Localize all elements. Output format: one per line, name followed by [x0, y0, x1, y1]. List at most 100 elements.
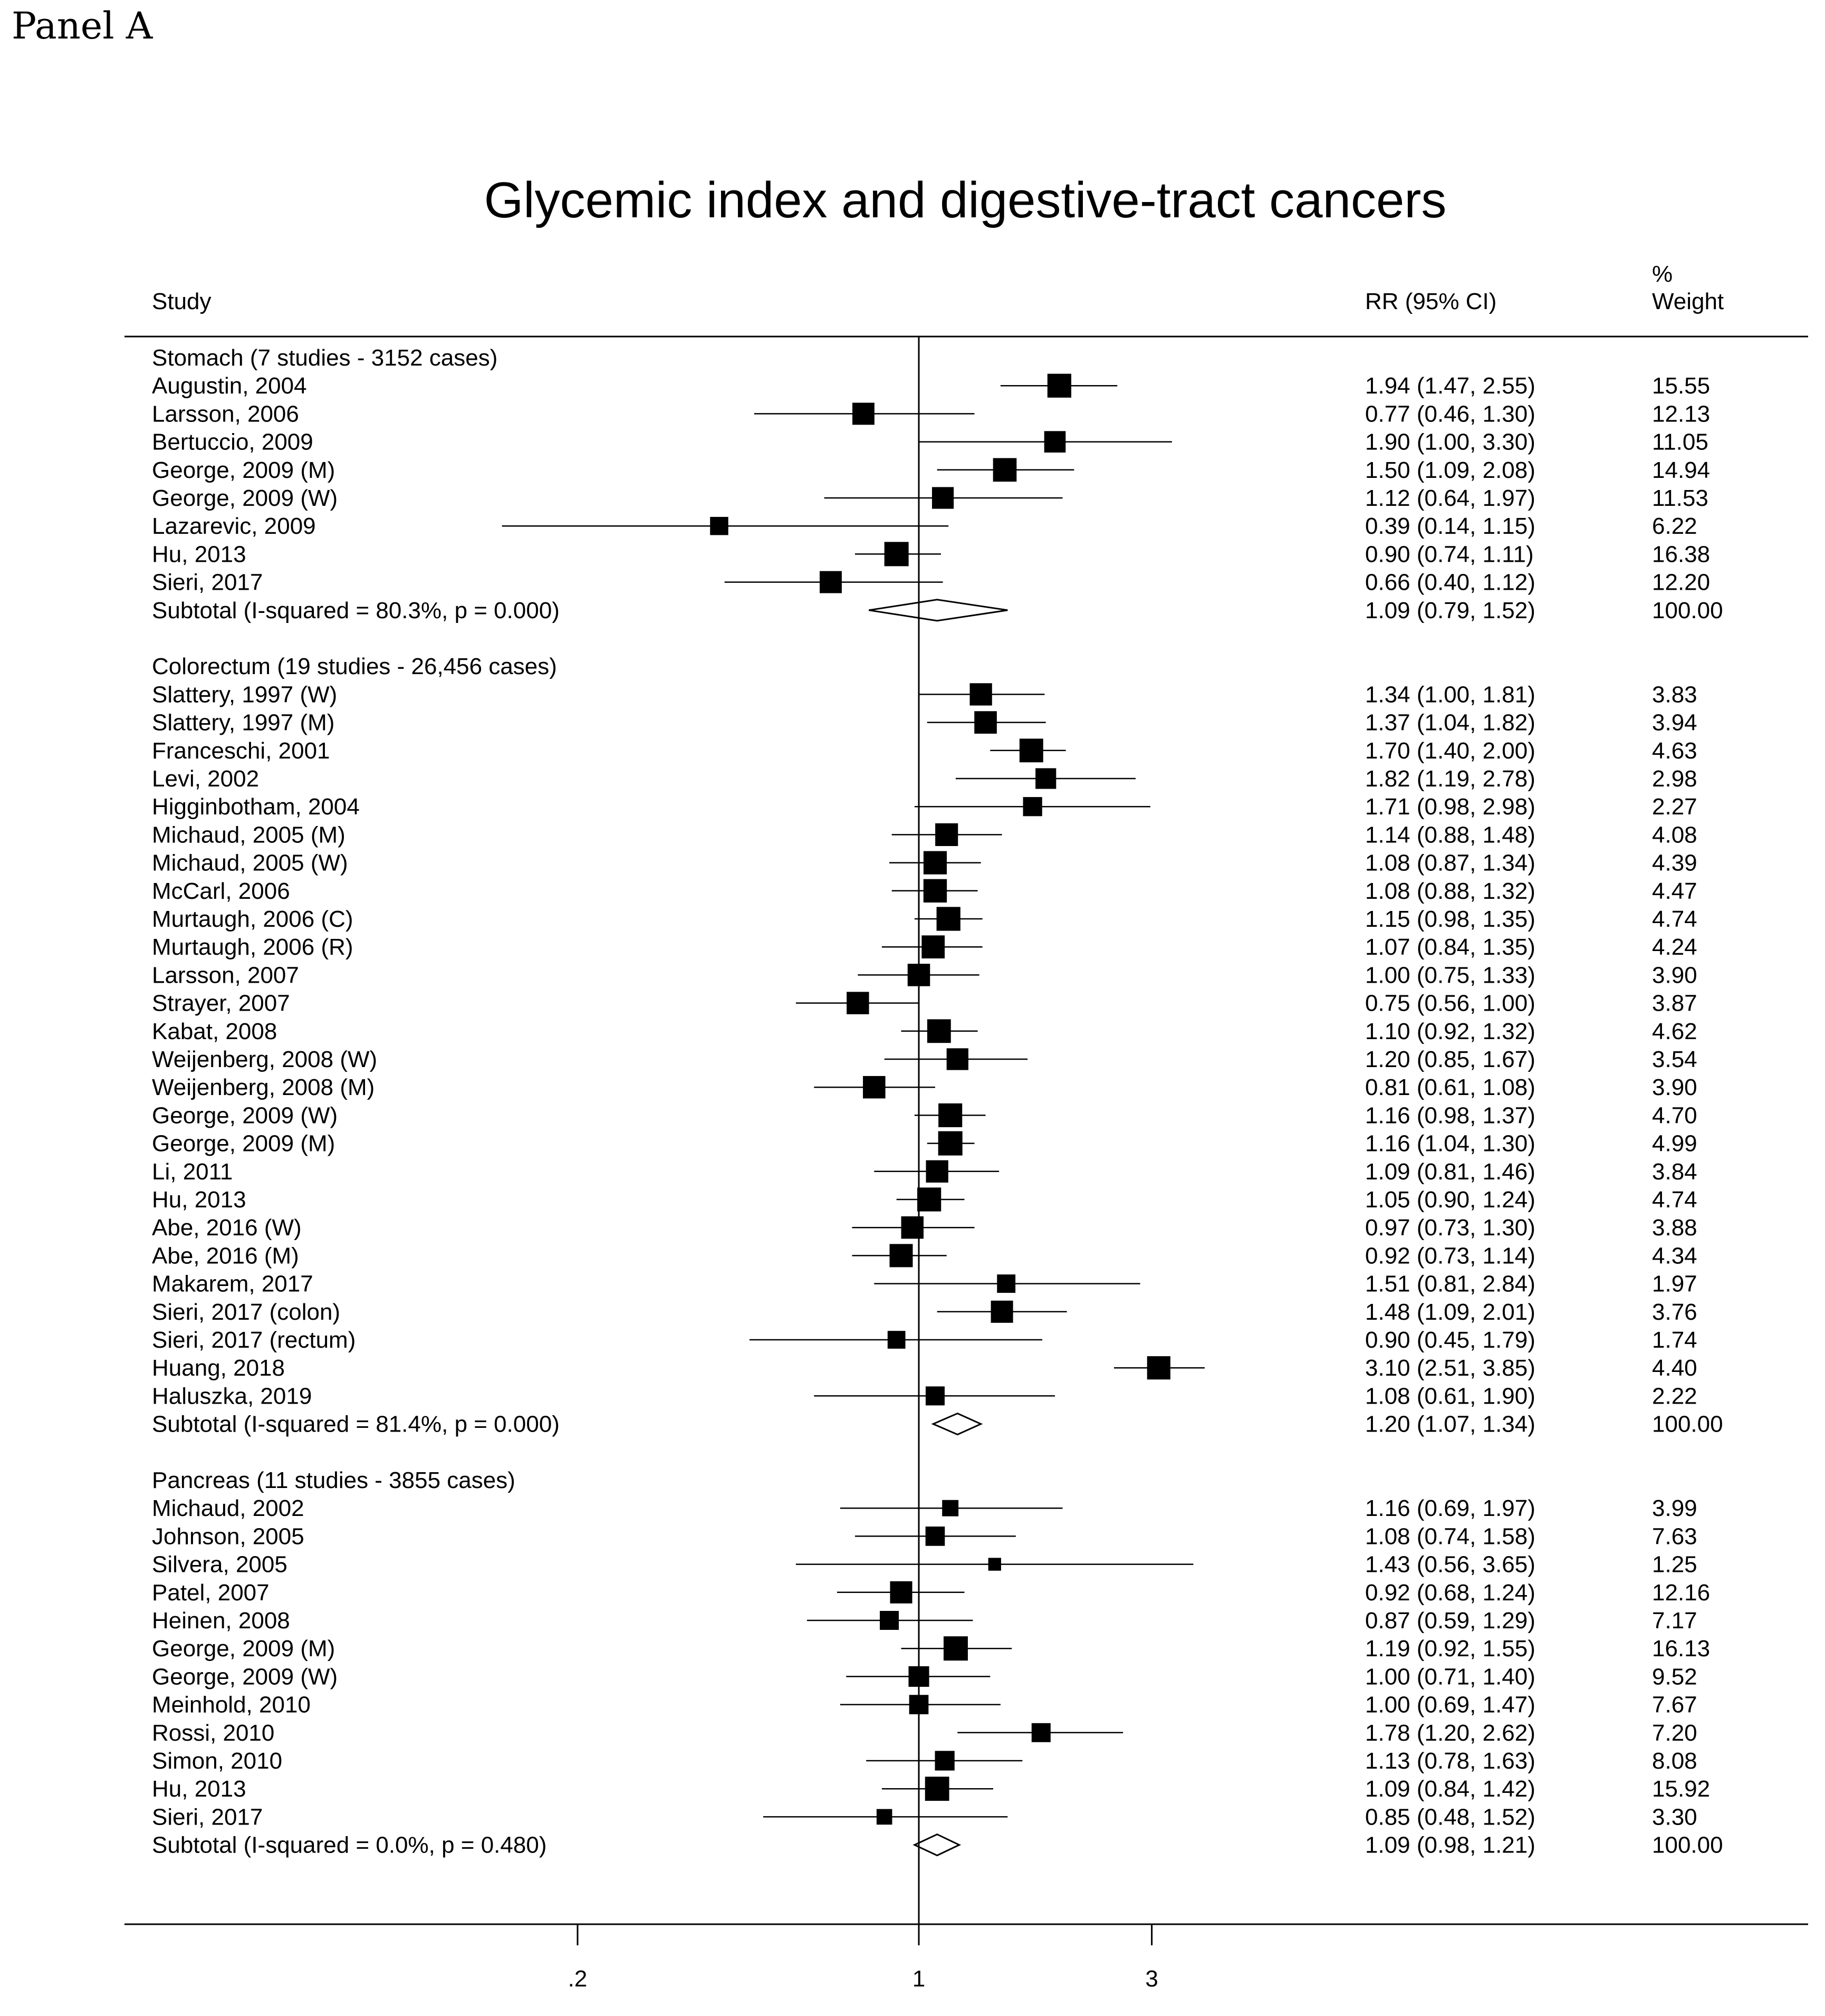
study-label: Li, 2011 [152, 1159, 233, 1185]
point-estimate-marker [946, 1048, 968, 1070]
study-rr-ci: 1.07 (0.84, 1.35) [1365, 934, 1535, 960]
study-label: McCarl, 2006 [152, 878, 290, 904]
study-weight: 3.99 [1652, 1495, 1697, 1521]
point-estimate-marker [889, 1244, 913, 1268]
study-rr-ci: 1.08 (0.61, 1.90) [1365, 1383, 1535, 1409]
study-label: Huang, 2018 [152, 1355, 285, 1381]
study-label: Hu, 2013 [152, 1776, 246, 1802]
chart-title: Glycemic index and digestive-tract cance… [484, 172, 1447, 228]
point-estimate-marker [938, 1103, 963, 1127]
study-rr-ci: 1.16 (0.98, 1.37) [1365, 1102, 1535, 1128]
study-label: Heinen, 2008 [152, 1608, 290, 1634]
stomach-subtotal-weight: 100.00 [1652, 598, 1723, 623]
study-weight: 1.74 [1652, 1327, 1697, 1353]
study-rr-ci: 1.70 (1.40, 2.00) [1365, 738, 1535, 764]
study-label: Simon, 2010 [152, 1748, 282, 1774]
study-weight: 2.98 [1652, 766, 1697, 792]
study-weight: 4.74 [1652, 1187, 1697, 1213]
study-rr-ci: 0.75 (0.56, 1.00) [1365, 991, 1535, 1016]
colorectum-subtotal-weight: 100.00 [1652, 1412, 1723, 1437]
study-rr-ci: 3.10 (2.51, 3.85) [1365, 1355, 1535, 1381]
study-label: Haluszka, 2019 [152, 1383, 312, 1409]
point-estimate-marker [921, 935, 945, 959]
study-rr-ci: 1.09 (0.84, 1.42) [1365, 1776, 1535, 1802]
study-weight: 9.52 [1652, 1664, 1697, 1689]
study-label: Slattery, 1997 (W) [152, 681, 337, 707]
study-label: Meinhold, 2010 [152, 1692, 311, 1718]
study-weight: 6.22 [1652, 513, 1697, 539]
study-label: Larsson, 2007 [152, 962, 299, 988]
point-estimate-marker [926, 1160, 948, 1183]
point-estimate-marker [1035, 768, 1056, 789]
point-estimate-marker [925, 1386, 945, 1406]
study-weight: 15.55 [1652, 373, 1710, 399]
study-label: George, 2009 (W) [152, 485, 338, 511]
study-weight: 4.47 [1652, 878, 1697, 904]
study-rr-ci: 0.85 (0.48, 1.52) [1365, 1804, 1535, 1830]
point-estimate-marker [925, 1527, 945, 1546]
study-rr-ci: 1.08 (0.87, 1.34) [1365, 850, 1535, 876]
point-estimate-marker [935, 1751, 955, 1771]
study-weight: 4.63 [1652, 738, 1697, 764]
study-label: Higginbotham, 2004 [152, 794, 360, 820]
study-label: Johnson, 2005 [152, 1523, 304, 1549]
point-estimate-marker [938, 1131, 963, 1156]
study-label: George, 2009 (M) [152, 457, 335, 483]
study-rr-ci: 1.16 (1.04, 1.30) [1365, 1131, 1535, 1157]
point-estimate-marker [820, 571, 842, 593]
stomach-group-header: Stomach (7 studies - 3152 cases) [152, 345, 497, 371]
point-estimate-marker [927, 1019, 951, 1043]
column-header-study: Study [152, 289, 212, 314]
study-weight: 8.08 [1652, 1748, 1697, 1774]
x-axis: .2 1 3 [568, 1924, 1158, 1992]
study-label: Murtaugh, 2006 (R) [152, 934, 353, 960]
study-weight: 4.40 [1652, 1355, 1697, 1381]
study-rr-ci: 1.90 (1.00, 3.30) [1365, 429, 1535, 455]
study-weight: 12.16 [1652, 1580, 1710, 1606]
study-rr-ci: 1.43 (0.56, 3.65) [1365, 1552, 1535, 1578]
study-weight: 3.90 [1652, 1074, 1697, 1100]
point-estimate-marker [931, 487, 954, 509]
point-estimate-marker [1031, 1723, 1051, 1742]
study-rr-ci: 1.09 (0.81, 1.46) [1365, 1159, 1535, 1185]
point-estimate-marker [988, 1558, 1001, 1571]
pancreas-subtotal-rr-ci: 1.09 (0.98, 1.21) [1365, 1832, 1535, 1858]
study-label: Makarem, 2017 [152, 1271, 313, 1297]
study-label: Kabat, 2008 [152, 1019, 277, 1044]
point-estimate-marker [1147, 1356, 1170, 1380]
study-weight: 7.17 [1652, 1608, 1697, 1634]
study-weight: 3.76 [1652, 1299, 1697, 1325]
study-label: Augustin, 2004 [152, 373, 307, 399]
point-estimate-marker [710, 516, 728, 535]
study-label: Michaud, 2002 [152, 1495, 304, 1521]
study-weight: 12.13 [1652, 401, 1710, 427]
study-label: Michaud, 2005 (W) [152, 850, 348, 876]
study-label: Lazarevic, 2009 [152, 513, 316, 539]
point-estimate-marker [925, 1777, 949, 1801]
study-weight: 4.62 [1652, 1019, 1697, 1044]
study-rr-ci: 1.71 (0.98, 2.98) [1365, 794, 1535, 820]
point-estimate-marker [852, 402, 875, 425]
study-label: Franceschi, 2001 [152, 738, 330, 764]
study-rr-ci: 0.77 (0.46, 1.30) [1365, 401, 1535, 427]
study-weight: 11.05 [1652, 429, 1708, 455]
study-rr-ci: 1.20 (0.85, 1.67) [1365, 1047, 1535, 1072]
point-estimate-marker [923, 879, 947, 903]
study-label: Sieri, 2017 (colon) [152, 1299, 340, 1325]
study-weight: 7.67 [1652, 1692, 1697, 1718]
study-rr-ci: 1.10 (0.92, 1.32) [1365, 1019, 1535, 1044]
point-estimate-marker [917, 1187, 942, 1212]
study-weight: 3.30 [1652, 1804, 1697, 1830]
study-rr-ci: 1.19 (0.92, 1.55) [1365, 1636, 1535, 1662]
colorectum-subtotal-diamond [931, 1412, 983, 1436]
point-estimate-marker [943, 1636, 968, 1661]
point-estimate-marker [884, 542, 909, 567]
point-estimate-marker [880, 1610, 899, 1630]
stomach-subtotal-label: Subtotal (I-squared = 80.3%, p = 0.000) [152, 598, 560, 623]
study-weight: 16.13 [1652, 1636, 1710, 1662]
study-label: George, 2009 (W) [152, 1664, 338, 1689]
study-label: Bertuccio, 2009 [152, 429, 313, 455]
stomach-subtotal-diamond [869, 599, 1008, 622]
point-estimate-marker [863, 1076, 886, 1099]
study-rr-ci: 1.00 (0.75, 1.33) [1365, 962, 1535, 988]
